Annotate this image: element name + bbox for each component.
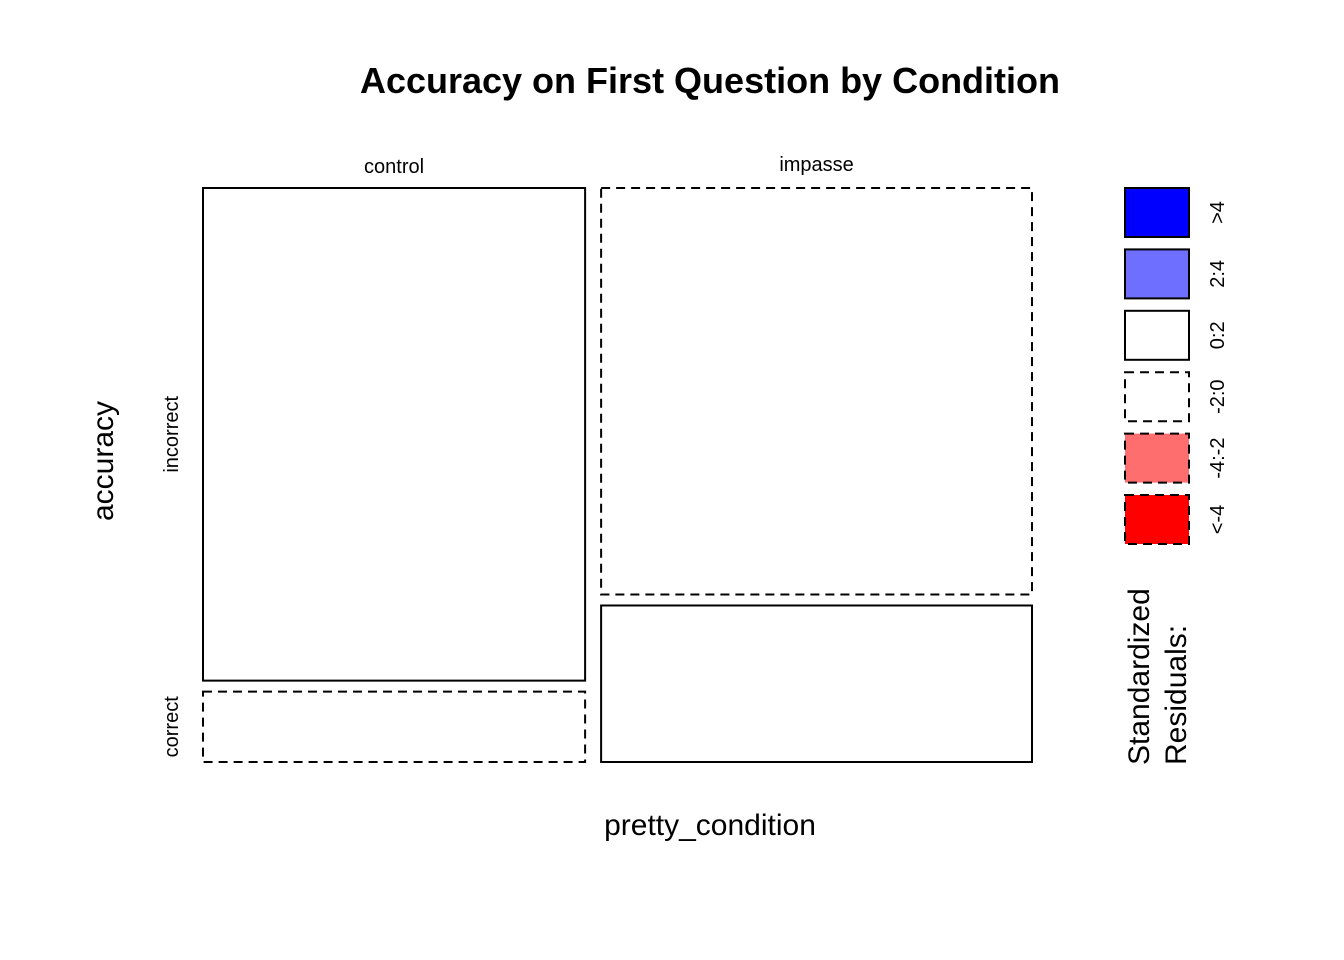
x-axis-label: pretty_condition	[604, 809, 816, 842]
legend-swatch-1	[1124, 248, 1190, 300]
legend: >4 2:4 0:2 -2:0 -4:-2 <-4 Standardized Residu…	[1123, 187, 1229, 765]
legend-label-3: -2:0	[1207, 379, 1229, 413]
row-label-correct: correct	[161, 696, 183, 758]
legend-label-2: 0:2	[1207, 321, 1229, 349]
chart-title: Accuracy on First Question by Condition	[360, 60, 1060, 101]
column-label-impasse: impasse	[779, 154, 853, 176]
legend-label-1: 2:4	[1207, 260, 1229, 288]
tile-control-correct	[202, 690, 587, 763]
legend-swatch-5	[1124, 494, 1190, 545]
column-label-control: control	[364, 156, 424, 178]
tile-impasse-incorrect	[600, 187, 1033, 596]
legend-swatch-3	[1124, 371, 1190, 423]
row-labels: incorrect correct	[161, 396, 183, 758]
legend-label-5: <-4	[1207, 505, 1229, 534]
row-label-incorrect: incorrect	[161, 396, 183, 473]
legend-title-line-1: Standardized	[1123, 588, 1156, 765]
tile-control-incorrect	[202, 187, 587, 682]
legend-label-4: -4:-2	[1207, 438, 1229, 479]
column-labels: control impasse	[364, 154, 854, 178]
legend-swatch-2	[1124, 309, 1190, 361]
y-axis-label: accuracy	[87, 401, 120, 521]
mosaic-tiles	[202, 187, 1033, 764]
legend-label-0: >4	[1207, 201, 1229, 224]
legend-swatches	[1124, 187, 1190, 545]
legend-swatch-4	[1124, 432, 1190, 484]
legend-labels: >4 2:4 0:2 -2:0 -4:-2 <-4	[1207, 201, 1229, 534]
tile-impasse-correct	[600, 604, 1033, 764]
legend-swatch-0	[1124, 187, 1190, 238]
legend-title-line-2: Residuals:	[1160, 625, 1193, 765]
